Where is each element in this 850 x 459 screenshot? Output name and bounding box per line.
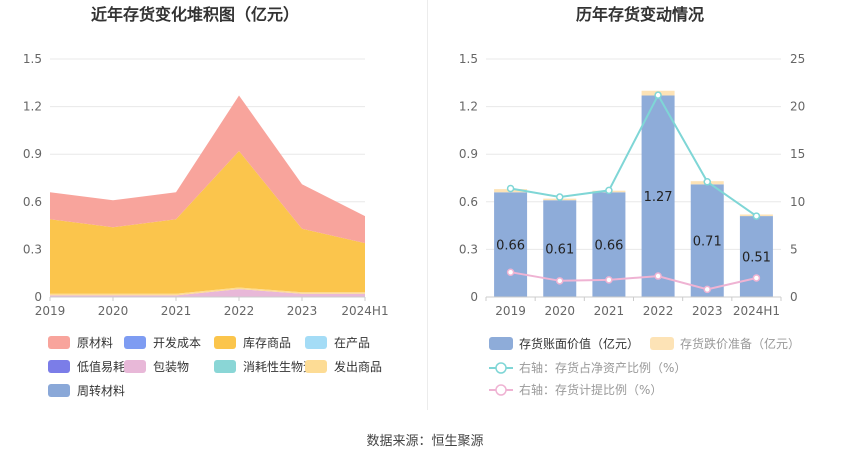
- left-legend-swatch: [124, 360, 146, 373]
- bar-value-label: 0.51: [742, 251, 771, 266]
- bar-value-label: 0.66: [496, 239, 525, 254]
- left-y-tick-label: 1.2: [23, 100, 42, 114]
- left-legend-label: 原材料: [77, 336, 113, 350]
- line-inventory-to-net-assets: [510, 93, 757, 217]
- right-y2-tick-label: 10: [790, 195, 805, 209]
- point-provision-ratio: [506, 268, 515, 276]
- right-y-tick-label: 0.3: [459, 242, 478, 256]
- right-y2-tick-label: 15: [790, 147, 805, 161]
- data-source-note: 数据来源：恒生聚源: [366, 434, 484, 449]
- left-x-tick-label: 2022: [224, 304, 255, 318]
- right-legend-label: 存货账面价值（亿元）: [519, 336, 639, 351]
- right-y-tick-label: 1.5: [459, 52, 478, 66]
- right-chart-title: 历年存货变动情况: [576, 5, 704, 24]
- point-provision-ratio: [703, 285, 711, 294]
- point-inventory-to-net-assets: [506, 184, 515, 193]
- point-inventory-to-net-assets: [654, 91, 662, 99]
- right-legend-swatch: [650, 337, 674, 350]
- left-legend-swatch: [48, 336, 70, 349]
- right-legend-label: 存货跌价准备（亿元）: [680, 336, 800, 351]
- right-y2-tick-label: 5: [790, 242, 798, 256]
- bar-value-label: 0.66: [594, 239, 623, 254]
- bar-value-label: 1.27: [644, 190, 673, 205]
- left-legend-swatch: [305, 336, 327, 349]
- left-x-tick-label: 2021: [161, 304, 192, 318]
- left-x-tick-label: 2023: [287, 304, 318, 318]
- right-x-tick-label: 2022: [643, 304, 674, 318]
- right-x-tick-label: 2024H1: [733, 304, 780, 318]
- right-x-tick-label: 2020: [544, 304, 575, 318]
- right-y2-tick-label: 25: [790, 52, 805, 66]
- right-y2-tick-label: 0: [790, 290, 798, 304]
- left-chart-title: 近年存货变化堆积图（亿元）: [91, 5, 299, 24]
- line-provision-ratio: [510, 271, 757, 291]
- right-y-tick-label: 0.6: [459, 195, 478, 209]
- right-y2-tick-label: 20: [790, 100, 805, 114]
- right-y-tick-label: 0.9: [459, 147, 478, 161]
- bar-inventory-book-value: [641, 95, 675, 297]
- right-y-tick-label: 1.2: [459, 100, 478, 114]
- left-x-tick-label: 2020: [98, 304, 129, 318]
- point-provision-ratio: [556, 277, 564, 285]
- left-legend-swatch: [48, 384, 70, 397]
- point-provision-ratio: [654, 272, 662, 280]
- left-y-tick-label: 0.6: [23, 195, 42, 209]
- right-y-tick-label: 0: [470, 290, 478, 304]
- point-inventory-to-net-assets: [703, 178, 711, 186]
- point-inventory-to-net-assets: [605, 186, 613, 195]
- left-legend-label: 开发成本: [153, 335, 201, 350]
- right-legend-marker: [495, 362, 507, 374]
- point-provision-ratio: [605, 276, 613, 284]
- left-legend-label: 周转材料: [77, 383, 125, 398]
- left-legend-label: 发出商品: [334, 359, 382, 374]
- right-legend-label: 右轴：存货计提比例（%）: [519, 382, 662, 397]
- point-inventory-to-net-assets: [556, 193, 564, 201]
- left-legend-swatch: [48, 360, 70, 373]
- right-x-tick-label: 2021: [594, 304, 625, 318]
- left-y-tick-label: 0.9: [23, 147, 42, 161]
- left-y-tick-label: 1.5: [23, 52, 42, 66]
- left-legend-label: 低值易耗品: [77, 359, 137, 374]
- bar-inventory-book-value: [494, 192, 528, 297]
- left-legend-swatch: [214, 336, 236, 349]
- right-x-tick-label: 2023: [692, 304, 723, 318]
- right-legend-marker: [495, 384, 507, 396]
- area-series-5: [50, 289, 365, 297]
- right-x-tick-label: 2019: [495, 304, 526, 318]
- left-legend-label: 包装物: [153, 360, 189, 374]
- left-x-tick-label: 2019: [35, 304, 66, 318]
- left-legend-swatch: [214, 360, 236, 373]
- bar-inventory-book-value: [739, 216, 773, 297]
- bar-inventory-book-value: [690, 184, 724, 297]
- right-legend-swatch: [489, 337, 513, 350]
- panel-divider: [427, 0, 428, 410]
- left-legend-swatch: [124, 336, 146, 349]
- point-provision-ratio: [752, 274, 761, 282]
- left-y-tick-label: 0.3: [23, 242, 42, 256]
- left-legend-label: 库存商品: [243, 335, 291, 350]
- bar-value-label: 0.71: [693, 235, 722, 250]
- left-legend-swatch: [305, 360, 327, 373]
- right-legend-label: 右轴：存货占净资产比例（%）: [519, 360, 686, 375]
- area-series-7: [50, 287, 365, 296]
- area-series-2: [50, 151, 365, 294]
- area-series-0: [50, 95, 365, 244]
- bar-value-label: 0.61: [545, 243, 574, 258]
- left-legend-label: 在产品: [334, 336, 370, 350]
- point-inventory-to-net-assets: [752, 212, 761, 220]
- left-y-tick-label: 0: [34, 290, 42, 304]
- left-x-tick-label: 2024H1: [341, 304, 388, 318]
